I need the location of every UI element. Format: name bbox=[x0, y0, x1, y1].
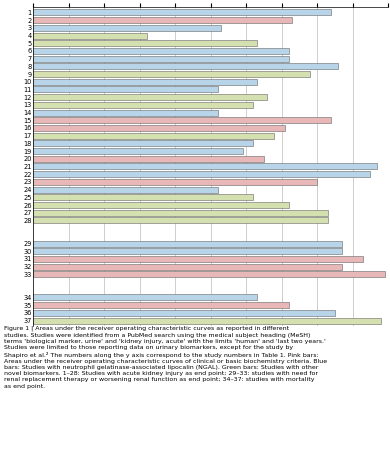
Bar bbox=[33, 218, 328, 223]
Bar bbox=[33, 9, 331, 15]
Bar bbox=[33, 79, 257, 85]
Bar bbox=[33, 264, 342, 270]
Bar bbox=[33, 241, 342, 247]
Bar bbox=[33, 102, 253, 108]
Bar bbox=[33, 310, 335, 316]
Bar bbox=[33, 140, 253, 146]
Bar bbox=[33, 40, 257, 46]
Bar bbox=[33, 194, 253, 200]
Bar bbox=[33, 117, 331, 123]
Bar bbox=[33, 272, 385, 277]
Bar bbox=[33, 48, 289, 54]
Bar bbox=[33, 318, 381, 324]
Bar bbox=[33, 179, 317, 185]
Bar bbox=[33, 25, 221, 31]
Bar bbox=[33, 256, 363, 262]
Bar bbox=[33, 94, 268, 100]
Bar bbox=[33, 248, 342, 254]
Bar bbox=[33, 86, 218, 92]
Bar bbox=[33, 56, 289, 61]
Bar bbox=[33, 133, 275, 139]
Bar bbox=[33, 125, 285, 131]
Bar bbox=[33, 110, 218, 115]
Bar bbox=[33, 302, 289, 308]
Bar bbox=[33, 71, 310, 77]
Bar bbox=[33, 63, 339, 69]
Bar bbox=[33, 171, 370, 177]
Bar bbox=[33, 148, 243, 154]
Bar bbox=[33, 187, 218, 193]
Bar bbox=[33, 17, 292, 23]
Text: Figure 1 | Areas under the receiver operating characteristic curves as reported : Figure 1 | Areas under the receiver oper… bbox=[4, 326, 327, 388]
Bar bbox=[33, 202, 289, 208]
Bar bbox=[33, 156, 264, 162]
Bar bbox=[33, 32, 147, 38]
Bar bbox=[33, 210, 328, 216]
Bar bbox=[33, 164, 378, 169]
Bar bbox=[33, 295, 257, 301]
